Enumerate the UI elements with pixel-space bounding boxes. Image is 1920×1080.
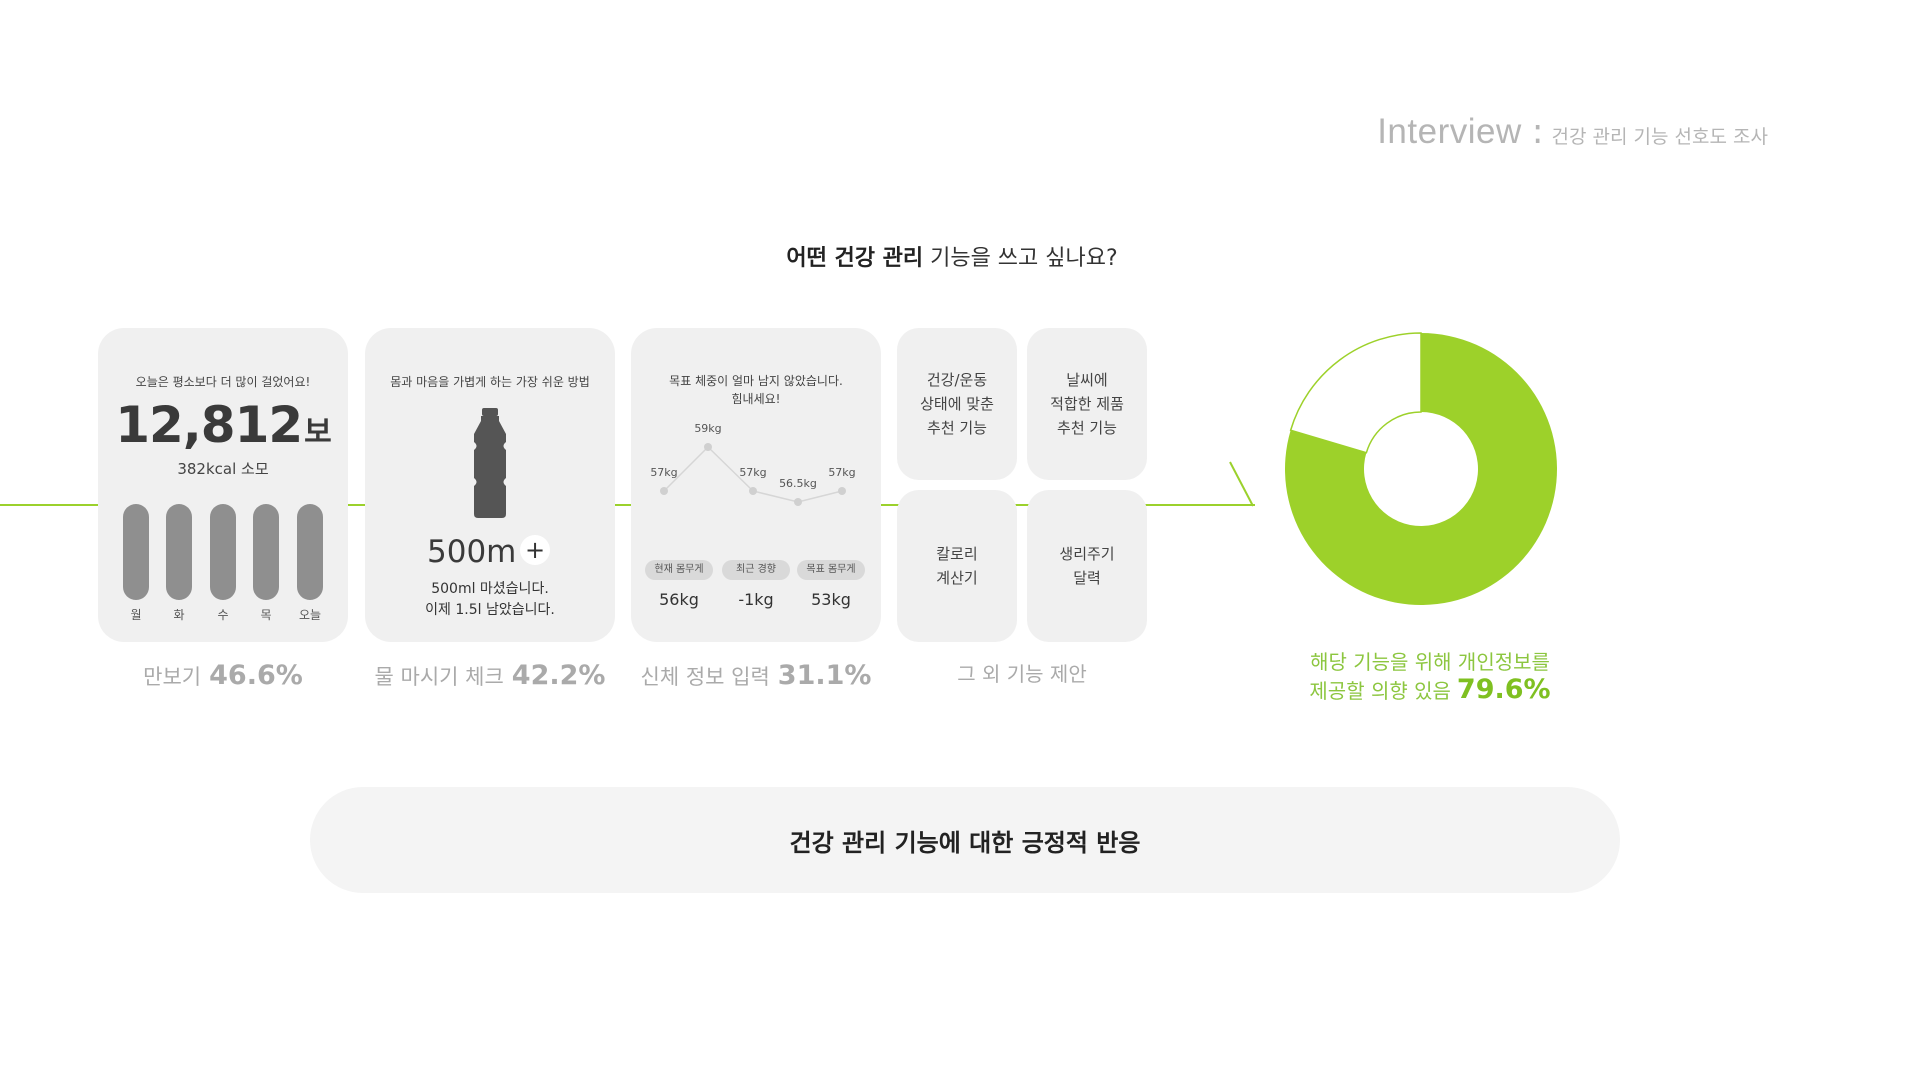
day-label: 오늘 [298,608,322,622]
other-features-label: 그 외 기능 제안 [957,662,1087,686]
current-weight-value: 56kg [659,590,699,609]
connector-line [0,504,1255,506]
weight-point [749,487,757,495]
water-desc-1: 500ml 마셨습니다. [431,581,549,597]
body-title-1: 목표 체중이 얼마 남지 않았습니다. [669,374,843,388]
day-labels: 월 화 수 목 오늘 [123,606,323,622]
water-title: 몸과 마음을 가볍게 하는 가장 쉬운 방법 [390,375,590,389]
day-label: 수 [217,608,229,622]
privacy-line-1: 해당 기능을 위해 개인정보를 [1310,650,1550,674]
conclusion-text: 건강 관리 기능에 대한 긍정적 반응 [789,828,1141,857]
water-desc-2: 이제 1.5l 남았습니다. [425,602,555,618]
feature-label: 날씨에 적합한 제품 추천 기능 [1050,371,1124,437]
feature-card-recommend-health: 건강/운동 상태에 맞춘 추천 기능 [897,328,1017,480]
steps-unit: 보 [304,415,332,450]
water-bottle-icon [474,408,506,518]
day-bar [210,504,236,600]
kcal-text: 382kcal 소모 [177,460,269,478]
privacy-label: 제공할 의향 있음 [1309,679,1451,703]
day-label: 화 [173,608,185,622]
water-stat: 물 마시기 체크 42.2% [365,660,615,691]
water-amount: 500m [427,534,517,570]
feature-card-period: 생리주기 달력 [1027,490,1147,642]
privacy-donut-chart [1285,332,1557,605]
feature-label: 건강/운동 상태에 맞춘 추천 기능 [920,371,994,437]
add-water-button[interactable]: + [520,535,550,565]
feature-label: 생리주기 달력 [1059,545,1115,587]
weight-point-label: 59kg [694,422,721,435]
pill-target-weight: 목표 몸무게 [797,560,865,580]
connector-arrow [1229,461,1254,507]
header-colon: : [1531,112,1544,152]
weight-point [838,487,846,495]
weight-point [794,498,802,506]
target-weight-value: 53kg [811,590,851,609]
body-info-percent: 31.1% [777,660,872,691]
question-bold: 어떤 건강 관리 [786,246,924,271]
body-info-label: 신체 정보 입력 [640,665,770,689]
donut-slice-no [1289,332,1422,454]
body-info-card: 목표 체중이 얼마 남지 않았습니다. 힘내세요! 57kg 59kg 57kg 56… [631,328,881,642]
header-title-main: Interview [1377,112,1522,151]
water-percent: 42.2% [511,660,606,691]
feature-card-calorie: 칼로리 계산기 [897,490,1017,642]
steps-bars [123,504,323,600]
day-bar [253,504,279,600]
water-label: 물 마시기 체크 [374,665,504,689]
day-label: 목 [260,608,272,622]
weight-point-label: 57kg [650,466,677,479]
pedometer-card: 오늘은 평소보다 더 많이 걸었어요! 12,812보 382kcal 소모 월… [98,328,348,642]
question-title: 어떤 건강 관리 기능을 쓰고 싶나요? [0,240,1904,272]
conclusion-banner: 건강 관리 기능에 대한 긍정적 반응 [310,787,1620,893]
pedometer-label: 만보기 [143,665,202,689]
header-title: Interview: 건강 관리 기능 선호도 조사 [1377,112,1768,152]
pedometer-percent: 46.6% [209,660,303,691]
privacy-percent: 79.6% [1456,674,1551,705]
feature-label: 칼로리 계산기 [936,545,978,587]
pedometer-stat: 만보기 46.6% [98,660,348,691]
weight-point-label: 56.5kg [779,477,817,490]
steps-value: 12,812 [115,396,303,454]
recent-trend-value: -1kg [738,590,774,609]
day-label: 월 [130,608,142,622]
privacy-line-2: 제공할 의향 있음 79.6% [1280,674,1580,705]
day-bar [297,504,323,600]
day-bar [166,504,192,600]
question-rest: 기능을 쓰고 싶나요? [923,246,1118,271]
donut-slice-yes [1285,333,1557,605]
pedometer-title: 오늘은 평소보다 더 많이 걸었어요! [135,375,311,389]
pill-current-weight: 현재 몸무게 [645,560,713,580]
feature-card-recommend-weather: 날씨에 적합한 제품 추천 기능 [1027,328,1147,480]
weight-point-label: 57kg [739,466,766,479]
weight-trend-chart: 57kg 59kg 57kg 56.5kg 57kg [650,422,856,506]
weight-point-label: 57kg [828,466,855,479]
weight-point [660,487,668,495]
steps-count: 12,812보 [98,396,348,454]
water-card: 몸과 마음을 가볍게 하는 가장 쉬운 방법 500m + 500ml 마셨습니… [365,328,615,642]
header-subtitle: 건강 관리 기능 선호도 조사 [1551,126,1768,148]
body-title-2: 힘내세요! [731,392,781,406]
day-bar [123,504,149,600]
weight-point [704,443,712,451]
body-info-stat: 신체 정보 입력 31.1% [631,660,881,691]
pill-recent-trend: 최근 경향 [722,560,790,580]
